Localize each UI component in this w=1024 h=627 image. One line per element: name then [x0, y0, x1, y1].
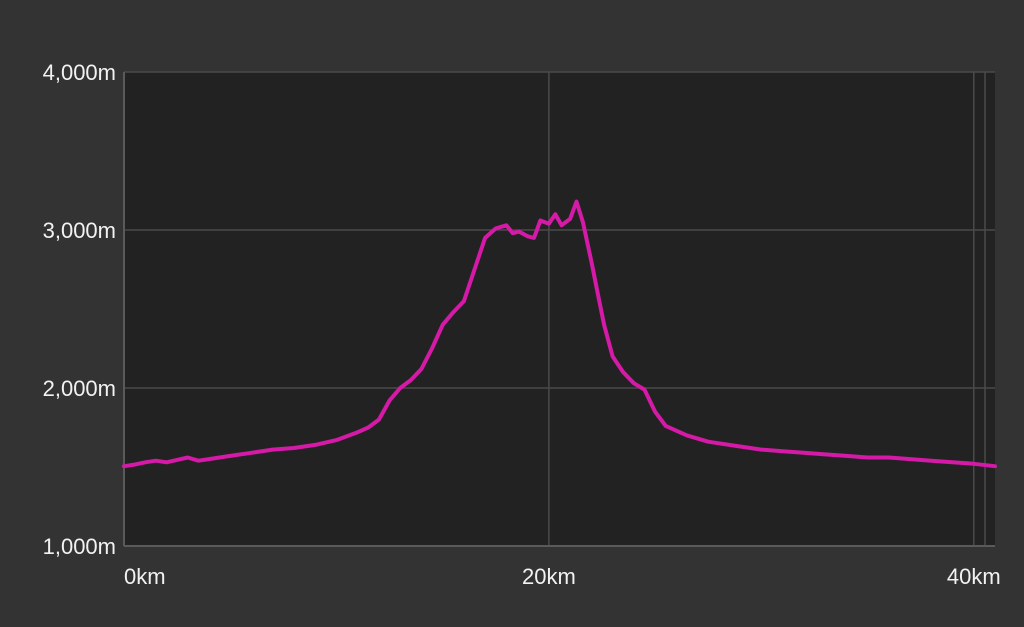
x-tick-label: 20km [522, 564, 576, 589]
x-tick-label: 0km [124, 564, 166, 589]
y-tick-label: 3,000m [43, 218, 116, 243]
tick-labels: 1,000m 2,000m 3,000m 4,000m 0km 20km 40km [43, 60, 1001, 589]
grid-lines [124, 71, 995, 546]
elevation-line [122, 199, 997, 469]
x-tick-label: 40km [947, 564, 1001, 589]
y-tick-label: 1,000m [43, 534, 116, 559]
y-tick-label: 4,000m [43, 60, 116, 85]
series-layer [122, 199, 997, 469]
plot-area [124, 72, 995, 546]
y-tick-label: 2,000m [43, 376, 116, 401]
